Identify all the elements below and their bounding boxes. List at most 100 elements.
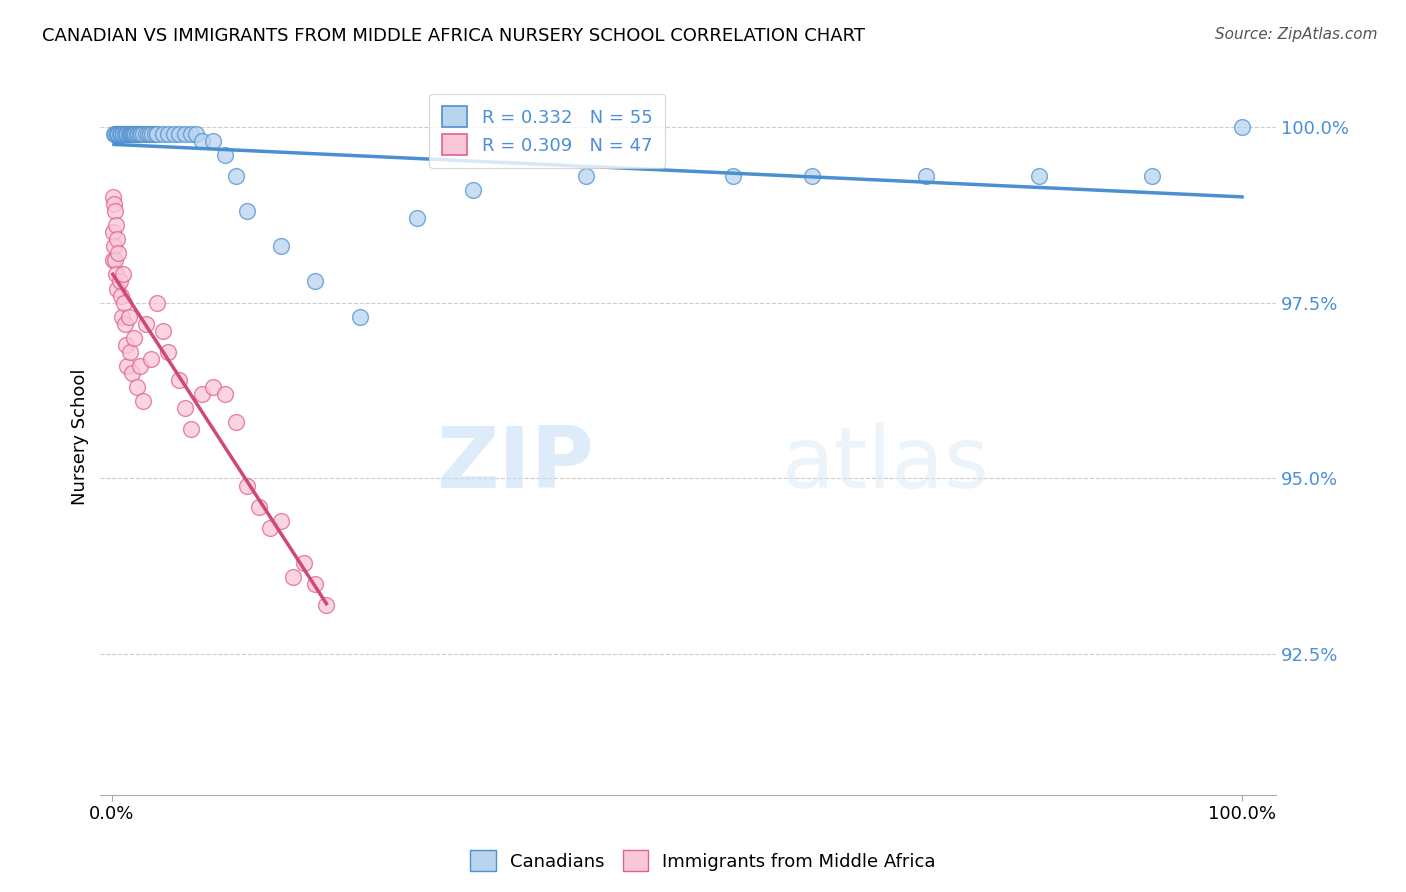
Point — [236, 478, 259, 492]
Point — [122, 127, 145, 141]
Point — [463, 183, 485, 197]
Point — [139, 127, 162, 141]
Point — [214, 148, 236, 162]
Point — [105, 127, 128, 141]
Point — [135, 127, 157, 141]
Point — [105, 218, 128, 232]
Point — [114, 127, 136, 141]
Point — [112, 295, 135, 310]
Point — [191, 134, 214, 148]
Point — [143, 127, 166, 141]
Point — [111, 268, 134, 282]
Point — [117, 310, 139, 324]
Point — [247, 500, 270, 514]
Point — [174, 401, 197, 416]
Point — [118, 344, 141, 359]
Point — [146, 127, 169, 141]
Point — [180, 422, 202, 436]
Point — [101, 253, 124, 268]
Point — [157, 344, 180, 359]
Point — [304, 577, 326, 591]
Point — [107, 127, 129, 141]
Point — [125, 380, 148, 394]
Y-axis label: Nursery School: Nursery School — [72, 368, 89, 505]
Point — [315, 598, 337, 612]
Point — [125, 127, 148, 141]
Point — [117, 359, 139, 373]
Point — [225, 415, 247, 429]
Legend: R = 0.332   N = 55, R = 0.309   N = 47: R = 0.332 N = 55, R = 0.309 N = 47 — [429, 94, 665, 168]
Point — [723, 169, 745, 183]
Point — [120, 127, 142, 141]
Point — [110, 127, 132, 141]
Point — [169, 373, 191, 387]
Point — [152, 127, 174, 141]
Point — [118, 127, 141, 141]
Point — [103, 127, 125, 141]
Point — [169, 127, 191, 141]
Point — [115, 338, 138, 352]
Text: Source: ZipAtlas.com: Source: ZipAtlas.com — [1215, 27, 1378, 42]
Point — [105, 281, 128, 295]
Point — [105, 127, 128, 141]
Point — [104, 127, 127, 141]
Point — [108, 275, 131, 289]
Point — [1028, 169, 1050, 183]
Point — [214, 387, 236, 401]
Legend: Canadians, Immigrants from Middle Africa: Canadians, Immigrants from Middle Africa — [463, 843, 943, 879]
Point — [103, 239, 125, 253]
Point — [135, 317, 157, 331]
Point — [114, 317, 136, 331]
Point — [270, 514, 292, 528]
Point — [1230, 120, 1253, 134]
Point — [111, 127, 134, 141]
Point — [111, 310, 134, 324]
Point — [146, 295, 169, 310]
Point — [132, 127, 155, 141]
Text: atlas: atlas — [782, 424, 990, 507]
Point — [180, 127, 202, 141]
Point — [136, 127, 159, 141]
Point — [281, 570, 304, 584]
Point — [292, 556, 315, 570]
Text: CANADIAN VS IMMIGRANTS FROM MIDDLE AFRICA NURSERY SCHOOL CORRELATION CHART: CANADIAN VS IMMIGRANTS FROM MIDDLE AFRIC… — [42, 27, 865, 45]
Point — [101, 190, 124, 204]
Point — [270, 239, 292, 253]
Point — [132, 394, 155, 409]
Point — [105, 268, 128, 282]
Point — [110, 127, 132, 141]
Point — [129, 127, 152, 141]
Point — [163, 127, 186, 141]
Point — [117, 127, 139, 141]
Point — [225, 169, 247, 183]
Point — [801, 169, 824, 183]
Point — [105, 232, 128, 246]
Text: ZIP: ZIP — [436, 424, 595, 507]
Point — [1140, 169, 1163, 183]
Point — [304, 275, 326, 289]
Point — [101, 225, 124, 239]
Point — [129, 127, 152, 141]
Point — [110, 288, 132, 302]
Point — [141, 351, 163, 366]
Point — [124, 127, 146, 141]
Point — [122, 331, 145, 345]
Point — [202, 380, 225, 394]
Point — [202, 134, 225, 148]
Point — [104, 204, 127, 219]
Point — [121, 366, 143, 380]
Point — [103, 197, 125, 211]
Point — [174, 127, 197, 141]
Point — [191, 387, 214, 401]
Point — [111, 127, 134, 141]
Point — [152, 324, 174, 338]
Point — [117, 127, 139, 141]
Point — [127, 127, 149, 141]
Point — [575, 169, 598, 183]
Point — [349, 310, 371, 324]
Point — [236, 204, 259, 219]
Point — [186, 127, 208, 141]
Point — [107, 246, 129, 260]
Point — [104, 253, 127, 268]
Point — [122, 127, 145, 141]
